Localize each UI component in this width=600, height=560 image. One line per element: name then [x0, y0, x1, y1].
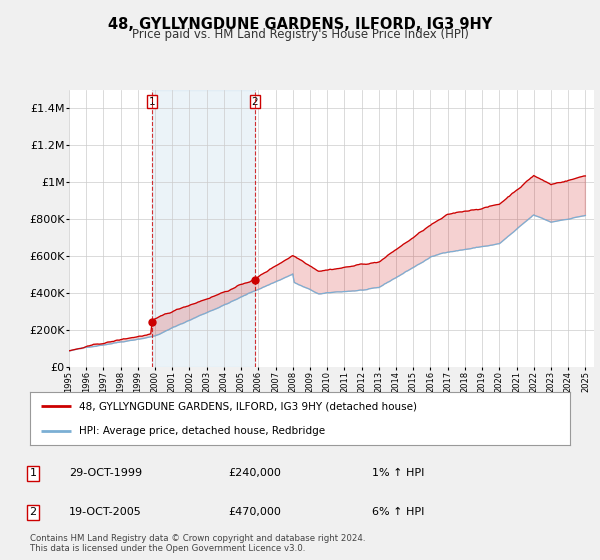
- Text: Contains HM Land Registry data © Crown copyright and database right 2024.
This d: Contains HM Land Registry data © Crown c…: [30, 534, 365, 553]
- Text: HPI: Average price, detached house, Redbridge: HPI: Average price, detached house, Redb…: [79, 426, 325, 436]
- Text: 2: 2: [251, 96, 258, 106]
- Text: 19-OCT-2005: 19-OCT-2005: [69, 507, 142, 517]
- Text: 29-OCT-1999: 29-OCT-1999: [69, 468, 142, 478]
- Text: Price paid vs. HM Land Registry's House Price Index (HPI): Price paid vs. HM Land Registry's House …: [131, 28, 469, 41]
- Text: 1% ↑ HPI: 1% ↑ HPI: [372, 468, 424, 478]
- Bar: [152, 90, 255, 367]
- Text: 1: 1: [29, 468, 37, 478]
- Text: 6% ↑ HPI: 6% ↑ HPI: [372, 507, 424, 517]
- Text: £470,000: £470,000: [228, 507, 281, 517]
- Text: 2: 2: [29, 507, 37, 517]
- Text: 48, GYLLYNGDUNE GARDENS, ILFORD, IG3 9HY: 48, GYLLYNGDUNE GARDENS, ILFORD, IG3 9HY: [108, 17, 492, 32]
- Text: £240,000: £240,000: [228, 468, 281, 478]
- Text: 48, GYLLYNGDUNE GARDENS, ILFORD, IG3 9HY (detached house): 48, GYLLYNGDUNE GARDENS, ILFORD, IG3 9HY…: [79, 402, 416, 412]
- Text: 1: 1: [149, 96, 155, 106]
